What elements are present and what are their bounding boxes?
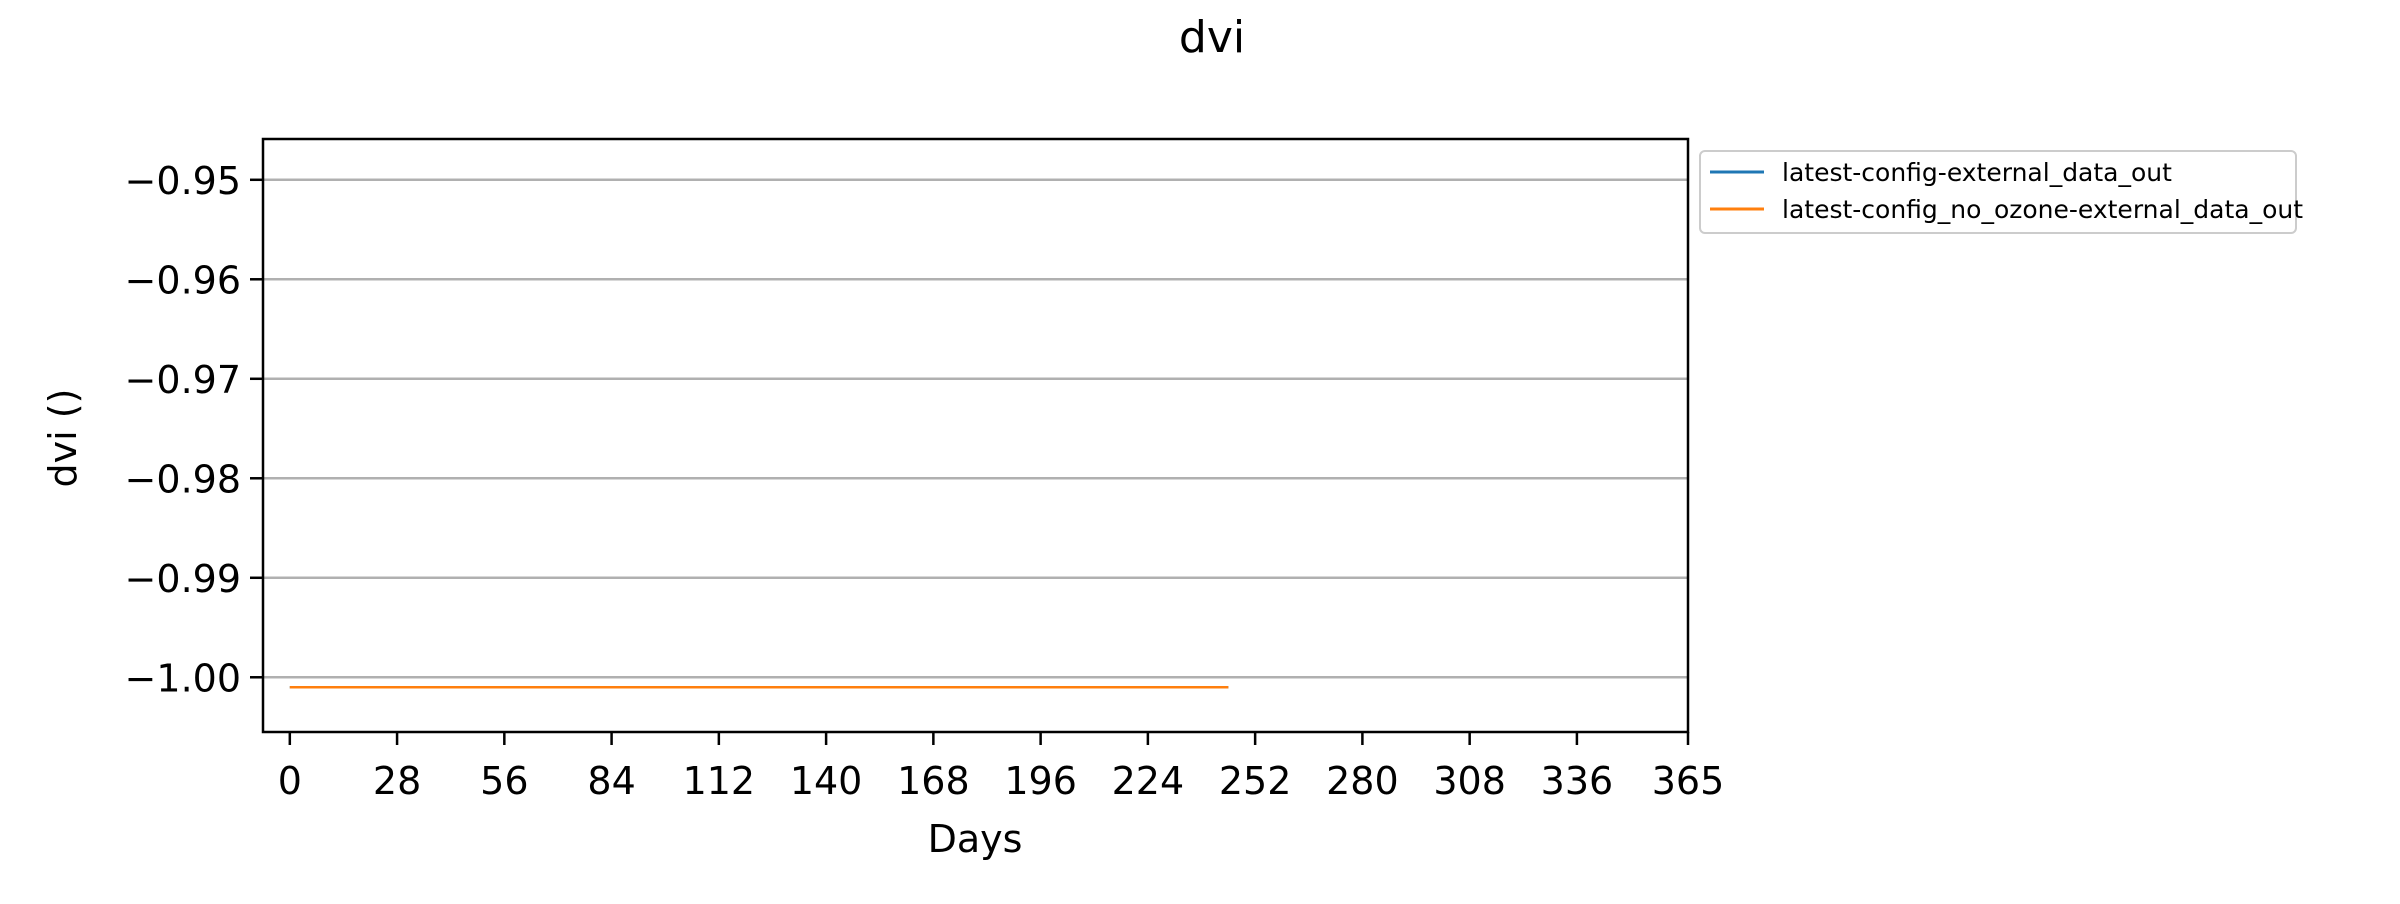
y-tick-label: −0.96: [125, 258, 241, 302]
y-tick-label: −0.97: [125, 358, 241, 402]
y-axis-ticks: −0.95 −0.96 −0.97 −0.98 −0.99 −1.00: [125, 159, 263, 700]
x-axis-ticks: 0 28 56 84 112 140 168 196 224 252 280 308 336 365: [278, 732, 1725, 803]
x-tick-label: 28: [373, 759, 421, 803]
x-tick-label: 0: [278, 759, 302, 803]
x-tick-label: 112: [683, 759, 756, 803]
x-tick-label: 196: [1004, 759, 1077, 803]
x-tick-label: 56: [480, 759, 528, 803]
legend-box: [1699, 150, 2297, 234]
plot-frame: [261, 137, 1690, 734]
y-axis-label: dvi (): [41, 389, 85, 488]
y-tick-label: −0.95: [125, 159, 241, 203]
legend-label: latest-config-external_data_out: [1782, 158, 2172, 187]
y-tick-label: −0.98: [125, 457, 241, 501]
legend-label: latest-config_no_ozone-external_data_out: [1782, 195, 2303, 224]
x-tick-label: 252: [1219, 759, 1292, 803]
x-tick-label: 224: [1112, 759, 1185, 803]
x-tick-label: 280: [1326, 759, 1399, 803]
chart-title: dvi: [1179, 12, 1245, 63]
x-tick-label: 308: [1433, 759, 1506, 803]
y-tick-label: −1.00: [125, 656, 241, 700]
x-tick-label: 365: [1652, 759, 1725, 803]
x-tick-label: 168: [897, 759, 970, 803]
x-axis-label: Days: [928, 817, 1023, 861]
y-tick-label: −0.99: [125, 557, 241, 601]
grid-lines: [263, 178, 1688, 679]
legend: latest-config-external_data_out latest-co…: [1699, 150, 2303, 234]
x-tick-label: 84: [587, 759, 635, 803]
x-tick-label: 140: [790, 759, 863, 803]
x-tick-label: 336: [1541, 759, 1614, 803]
